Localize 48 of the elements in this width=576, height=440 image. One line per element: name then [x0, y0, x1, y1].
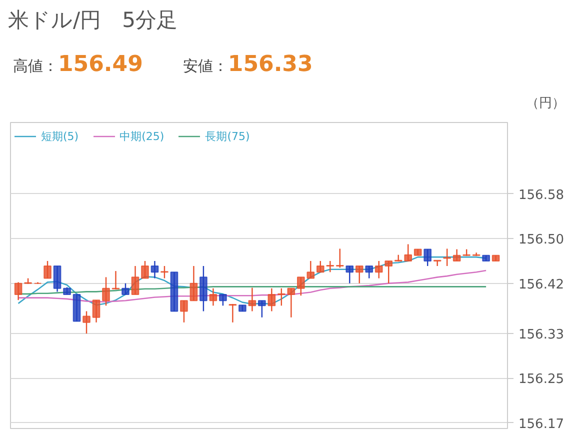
candlestick [336, 248, 344, 268]
text: 高値： [13, 57, 58, 75]
y-tick-label: 156.50 [518, 232, 564, 248]
candlestick [219, 294, 227, 306]
y-tick-label: 156.33 [518, 328, 564, 343]
candlestick [258, 300, 266, 318]
y-tick-label: 156.17 [518, 416, 564, 432]
candlestick [92, 299, 100, 324]
candlestick [44, 260, 52, 279]
candlestick [374, 260, 383, 279]
candlestick [268, 288, 276, 312]
candlestick [102, 276, 110, 306]
candlestick [452, 248, 461, 262]
y-tick-label: 156.25 [518, 372, 564, 388]
legend-label: 長期(75) [205, 128, 250, 144]
chart-title: 米ドル/円 5分足 [8, 7, 178, 34]
candlestick [346, 265, 354, 284]
text: 156.49 [58, 52, 143, 77]
candlestick [326, 260, 334, 273]
candlestick [355, 265, 364, 284]
candlestick [14, 282, 22, 301]
candlestick [160, 265, 168, 279]
candlestick [424, 248, 432, 267]
candlestick [141, 260, 149, 279]
candlestick [131, 265, 140, 296]
candlestick [112, 270, 120, 290]
candlestick [200, 265, 208, 312]
candlestick [190, 265, 198, 302]
y-tick-label: 156.42 [518, 277, 564, 292]
candlestick [384, 260, 393, 284]
candlestick [150, 260, 159, 279]
text: 安値： [182, 57, 228, 75]
candlestick [248, 287, 256, 312]
y-axis-title: （円） [526, 95, 565, 113]
candlestick [365, 265, 374, 279]
candlestick [433, 260, 442, 267]
candlestick [316, 260, 324, 273]
y-tick-label: 156.58 [518, 188, 564, 203]
candlestick [443, 248, 451, 267]
legend-label: 中期(25) [120, 128, 164, 144]
candlestick [122, 282, 130, 296]
candlestick [82, 310, 90, 334]
candlestick [228, 303, 237, 324]
candlestick [180, 300, 188, 324]
candlestick [53, 265, 62, 292]
legend-label: 短期(5) [41, 128, 79, 144]
text: 156.33 [228, 52, 313, 77]
candlestick [209, 288, 218, 306]
